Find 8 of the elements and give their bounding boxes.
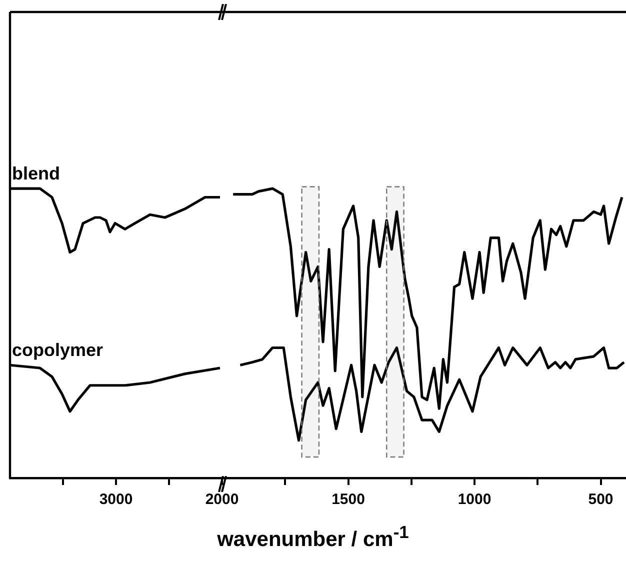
x-tick-label: 2000 — [205, 491, 239, 508]
x-tick-label: 1500 — [332, 491, 365, 508]
series-label: copolymer — [12, 340, 104, 360]
x-tick-label: 1000 — [458, 491, 492, 508]
x-axis-title: wavenumber / cm$^{-1}$ — [216, 522, 410, 552]
series-label: blend — [12, 164, 60, 184]
x-tick-label: 500 — [588, 491, 614, 508]
x-tick-label: 3000 — [99, 491, 133, 508]
